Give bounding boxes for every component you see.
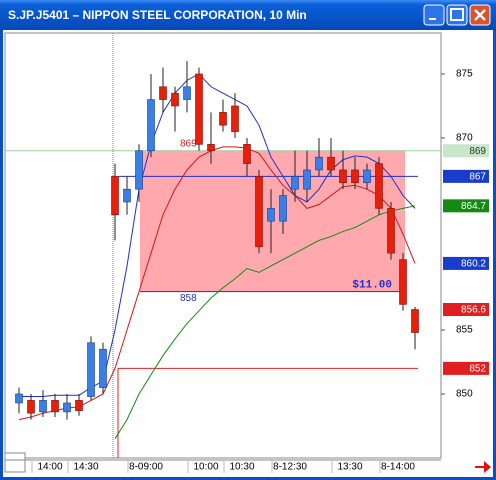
candle-body [363,169,371,184]
candle-body [255,176,263,248]
price-tag [443,144,489,158]
x-tick-label: 8-12:30 [273,462,307,473]
price-tag-label: 860.2 [461,259,486,270]
price-tag-label: 869 [469,146,486,157]
title-bar [0,0,496,30]
candle-body [135,150,143,190]
indicator-line [18,146,416,421]
y-tick-label: 875 [456,69,473,80]
candle-body [183,86,191,100]
candle-body [171,92,179,107]
range-bottom-label: 858 [180,293,197,304]
price-tag [443,256,489,270]
price-tag [443,361,489,375]
price-tag [443,303,489,317]
indicator-line [19,73,416,398]
y-tick-label: 850 [456,389,473,400]
x-tick-label: 8-14:00 [381,462,415,473]
minimize-button[interactable] [423,4,445,26]
candle-body [63,402,71,413]
candle-body [399,259,407,305]
y-tick-label: 855 [456,325,473,336]
x-tick-label: 13:30 [337,462,362,473]
candle-body [111,176,119,216]
window-buttons[interactable] [423,4,491,26]
minimize-icon [429,18,436,20]
candle-body [387,208,395,254]
x-tick-label: 14:30 [73,462,98,473]
price-tag-label: 867 [469,172,486,183]
candle-body [147,99,155,152]
price-tag-label: 864.7 [461,201,486,212]
price-tag [443,169,489,183]
candle-body [159,86,167,100]
candle-body [27,400,35,414]
candle-body [15,393,23,404]
price-tag-label: 852 [469,364,486,375]
candle-body [339,169,347,184]
candle-body [303,169,311,190]
candle-body [243,144,251,164]
candle-body [51,400,59,413]
maximize-icon [450,8,464,21]
x-tick-label: 8-09:00 [129,462,163,473]
candle-body [375,163,383,209]
candle-body [231,105,239,132]
candle-body [291,176,299,190]
candle-body [99,348,107,388]
candle-body [411,309,419,333]
range-size-label: $11.00 [352,279,392,291]
candle-body [327,156,335,171]
candle-body [351,169,359,184]
x-tick-label: 10:30 [229,462,254,473]
window-title: S.JP.J5401 – NIPPON STEEL CORPORATION, 1… [8,8,307,22]
candle-body [279,195,287,222]
x-tick-label: 10:00 [193,462,218,473]
close-icon [474,9,486,21]
indicator-line [114,205,416,440]
candle-body [267,208,275,222]
price-tag-label: 856.6 [461,305,486,316]
candle-body [39,400,47,413]
x-tick-label: 14:00 [37,462,62,473]
range-top-label: 869 [180,138,197,149]
candle-body [87,342,95,397]
scroll-arrow[interactable] [475,461,491,473]
candle-body [315,156,323,171]
candle-body [75,400,83,411]
candle-body [195,73,203,145]
candle-body [219,112,227,126]
price-tag [443,199,489,213]
candle-body [207,144,215,152]
corner-box[interactable] [4,452,26,473]
y-tick-label: 870 [456,133,473,144]
candle-body [123,188,131,203]
